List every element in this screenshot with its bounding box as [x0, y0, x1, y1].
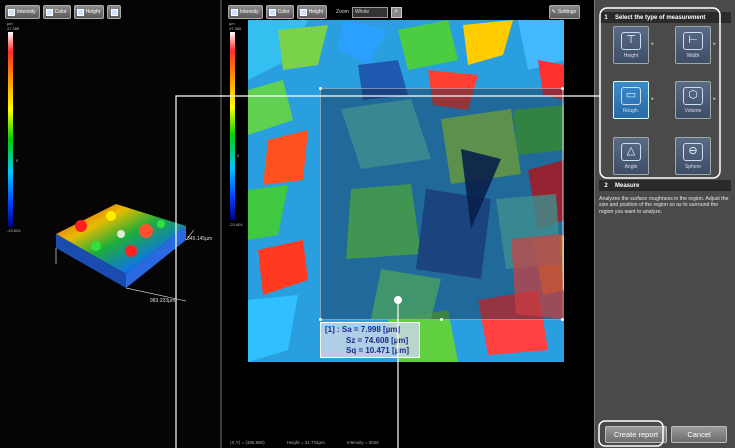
angle-measure-button[interactable]: △ Angle: [613, 137, 649, 175]
cursor-height: Height = 31.744µm: [286, 440, 325, 445]
step1-title: Select the type of measurement: [615, 14, 706, 21]
intensity-icon: [8, 8, 15, 16]
step2-header: 2 Measure: [599, 180, 731, 191]
cursor-intensity: Intensity = 0026: [346, 440, 379, 445]
left-toolbar: Intensity Color Height: [5, 5, 122, 19]
measurement-panel: 1 Select the type of measurement ⊤ Heigh…: [594, 0, 735, 448]
height-icon: ⊤: [621, 32, 641, 50]
color-mode-button[interactable]: Color: [265, 5, 294, 19]
zoom-label: Zoom: [336, 9, 349, 15]
y-dimension-label: 345.145µm: [187, 236, 213, 242]
step2-title: Measure: [615, 182, 640, 189]
cube-icon: [110, 8, 118, 16]
settings-button[interactable]: ✎ Settings: [548, 5, 580, 19]
region-handle-top-left[interactable]: [319, 87, 322, 90]
cursor-coordinates: (X,Y) = (386,980): [230, 440, 265, 445]
magnifier-icon: ⌕: [394, 8, 399, 15]
more-options-icon: ▸: [713, 96, 716, 102]
roughness-icon: ▭: [621, 87, 641, 105]
roughness-measure-button[interactable]: ▭ Rough. ▸: [613, 81, 654, 119]
measure-instructions: Analyzes the surface roughness in the re…: [599, 196, 729, 215]
left-scale-min: -23.604: [7, 228, 21, 233]
sa-result: [1] : Sa = 7.998 [µm]: [325, 325, 401, 334]
step1-header: 1 Select the type of measurement: [599, 12, 731, 23]
center-scale-max: 47.385: [229, 26, 242, 31]
volume-measure-button[interactable]: ⬡ Volume ▸: [675, 81, 716, 119]
height-mode-button[interactable]: Height: [296, 5, 328, 19]
cancel-button[interactable]: Cancel: [671, 426, 727, 443]
view3d-pane: Intensity Color Height µm 47.385 0 -23.6…: [0, 0, 222, 448]
sq-result: Sq = 10.471 [µm]: [346, 346, 410, 355]
region-handle-top-right[interactable]: [561, 87, 564, 90]
center-scale-unit: µm: [229, 21, 235, 26]
intensity-mode-button[interactable]: Intensity: [228, 5, 263, 19]
region-handle-bottom-right[interactable]: [561, 318, 564, 321]
more-options-icon: ▸: [651, 41, 654, 47]
left-scale-unit: µm: [7, 21, 13, 26]
step2-number: 2: [604, 182, 608, 189]
roughness-region[interactable]: [319, 87, 564, 321]
volume-icon: ⬡: [683, 87, 703, 105]
width-icon: ⊢: [683, 32, 703, 50]
intensity-icon: [231, 8, 238, 16]
x-dimension-label: 983.223µm: [150, 298, 176, 304]
center-toolbar: Intensity Color Height Zoom Whole ⌕: [228, 5, 402, 19]
sphere-icon: ⊖: [683, 143, 703, 161]
center-scale-mid: 0: [237, 153, 240, 158]
sphere-measure-button[interactable]: ⊖ Sphere: [675, 137, 711, 175]
more-options-icon: ▸: [651, 96, 654, 102]
zoom-select[interactable]: Whole: [351, 6, 388, 18]
surface-3d-view[interactable]: [36, 186, 216, 311]
step1-number: 1: [604, 14, 608, 21]
create-report-button[interactable]: Create report: [605, 426, 667, 443]
image-pane: Intensity Color Height Zoom Whole ⌕ ✎ Set…: [224, 0, 592, 448]
height-measure-button[interactable]: ⊤ Height ▸: [613, 26, 654, 64]
height-map-icon: [299, 8, 307, 16]
region-handle-bottom[interactable]: [440, 318, 443, 321]
center-color-scale: [230, 32, 235, 220]
status-bar: (X,Y) = (386,980) Height = 31.744µm Inte…: [224, 437, 592, 448]
left-color-scale: [8, 32, 13, 227]
sz-result: Sz = 74.608 [µm]: [346, 335, 409, 345]
color-icon: [268, 8, 276, 16]
more-options-icon: ▸: [713, 41, 716, 47]
color-icon: [45, 8, 53, 16]
left-scale-max: 47.385: [7, 26, 20, 31]
region-handle-bottom-left[interactable]: [319, 318, 322, 321]
width-measure-button[interactable]: ⊢ Width ▸: [675, 26, 716, 64]
left-scale-mid: 0: [16, 158, 19, 163]
height-map-icon: [76, 8, 84, 16]
region-detail: [341, 99, 564, 319]
color-mode-button[interactable]: Color: [42, 5, 71, 19]
intensity-mode-button[interactable]: Intensity: [5, 5, 40, 19]
measurement-results: [1] : Sa = 7.998 [µm] Sz = 74.608 [µm] S…: [320, 322, 420, 358]
height-map-image[interactable]: [1] : Sa = 7.998 [µm] Sz = 74.608 [µm] S…: [248, 20, 564, 362]
height-mode-button[interactable]: Height: [73, 5, 105, 19]
center-scale-min: -23.604: [229, 222, 243, 227]
angle-icon: △: [621, 143, 641, 161]
zoom-search-button[interactable]: ⌕: [390, 6, 402, 18]
view3d-options-button[interactable]: [107, 5, 122, 19]
wrench-icon: ✎: [551, 9, 556, 15]
settings-toolbar: ✎ Settings: [548, 5, 580, 19]
region-center-marker[interactable]: [394, 296, 402, 304]
